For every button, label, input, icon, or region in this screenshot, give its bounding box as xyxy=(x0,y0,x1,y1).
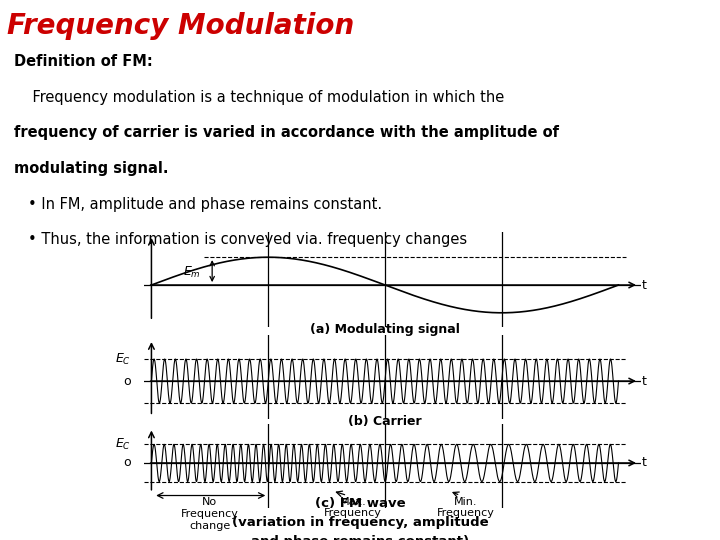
Text: (variation in frequency, amplitude: (variation in frequency, amplitude xyxy=(232,516,488,529)
Text: Frequency Modulation: Frequency Modulation xyxy=(7,12,354,39)
Text: o: o xyxy=(123,375,131,388)
Text: o: o xyxy=(123,456,131,469)
Text: Frequency modulation is a technique of modulation in which the: Frequency modulation is a technique of m… xyxy=(14,90,505,105)
Text: t: t xyxy=(642,279,647,292)
Text: (c) FM wave: (c) FM wave xyxy=(315,497,405,510)
Text: t: t xyxy=(642,375,647,388)
Text: No
Frequency
change: No Frequency change xyxy=(181,497,239,531)
Text: $E_m$: $E_m$ xyxy=(183,265,201,280)
Text: Definition of FM:: Definition of FM: xyxy=(14,54,153,69)
Text: and phase remains constant): and phase remains constant) xyxy=(251,535,469,540)
Text: (b) Carrier: (b) Carrier xyxy=(348,415,422,428)
Text: $E_C$: $E_C$ xyxy=(115,352,131,367)
Text: • In FM, amplitude and phase remains constant.: • In FM, amplitude and phase remains con… xyxy=(28,197,382,212)
Text: $E_C$: $E_C$ xyxy=(115,437,131,452)
Text: Max.
Frequency: Max. Frequency xyxy=(324,497,382,518)
Text: t: t xyxy=(642,456,647,469)
Text: (a) Modulating signal: (a) Modulating signal xyxy=(310,322,460,335)
Text: Min.
Frequency: Min. Frequency xyxy=(437,497,495,518)
Text: • Thus, the information is conveyed via. frequency changes: • Thus, the information is conveyed via.… xyxy=(28,232,467,247)
Text: modulating signal.: modulating signal. xyxy=(14,161,168,176)
Text: frequency of carrier is varied in accordance with the amplitude of: frequency of carrier is varied in accord… xyxy=(14,125,559,140)
